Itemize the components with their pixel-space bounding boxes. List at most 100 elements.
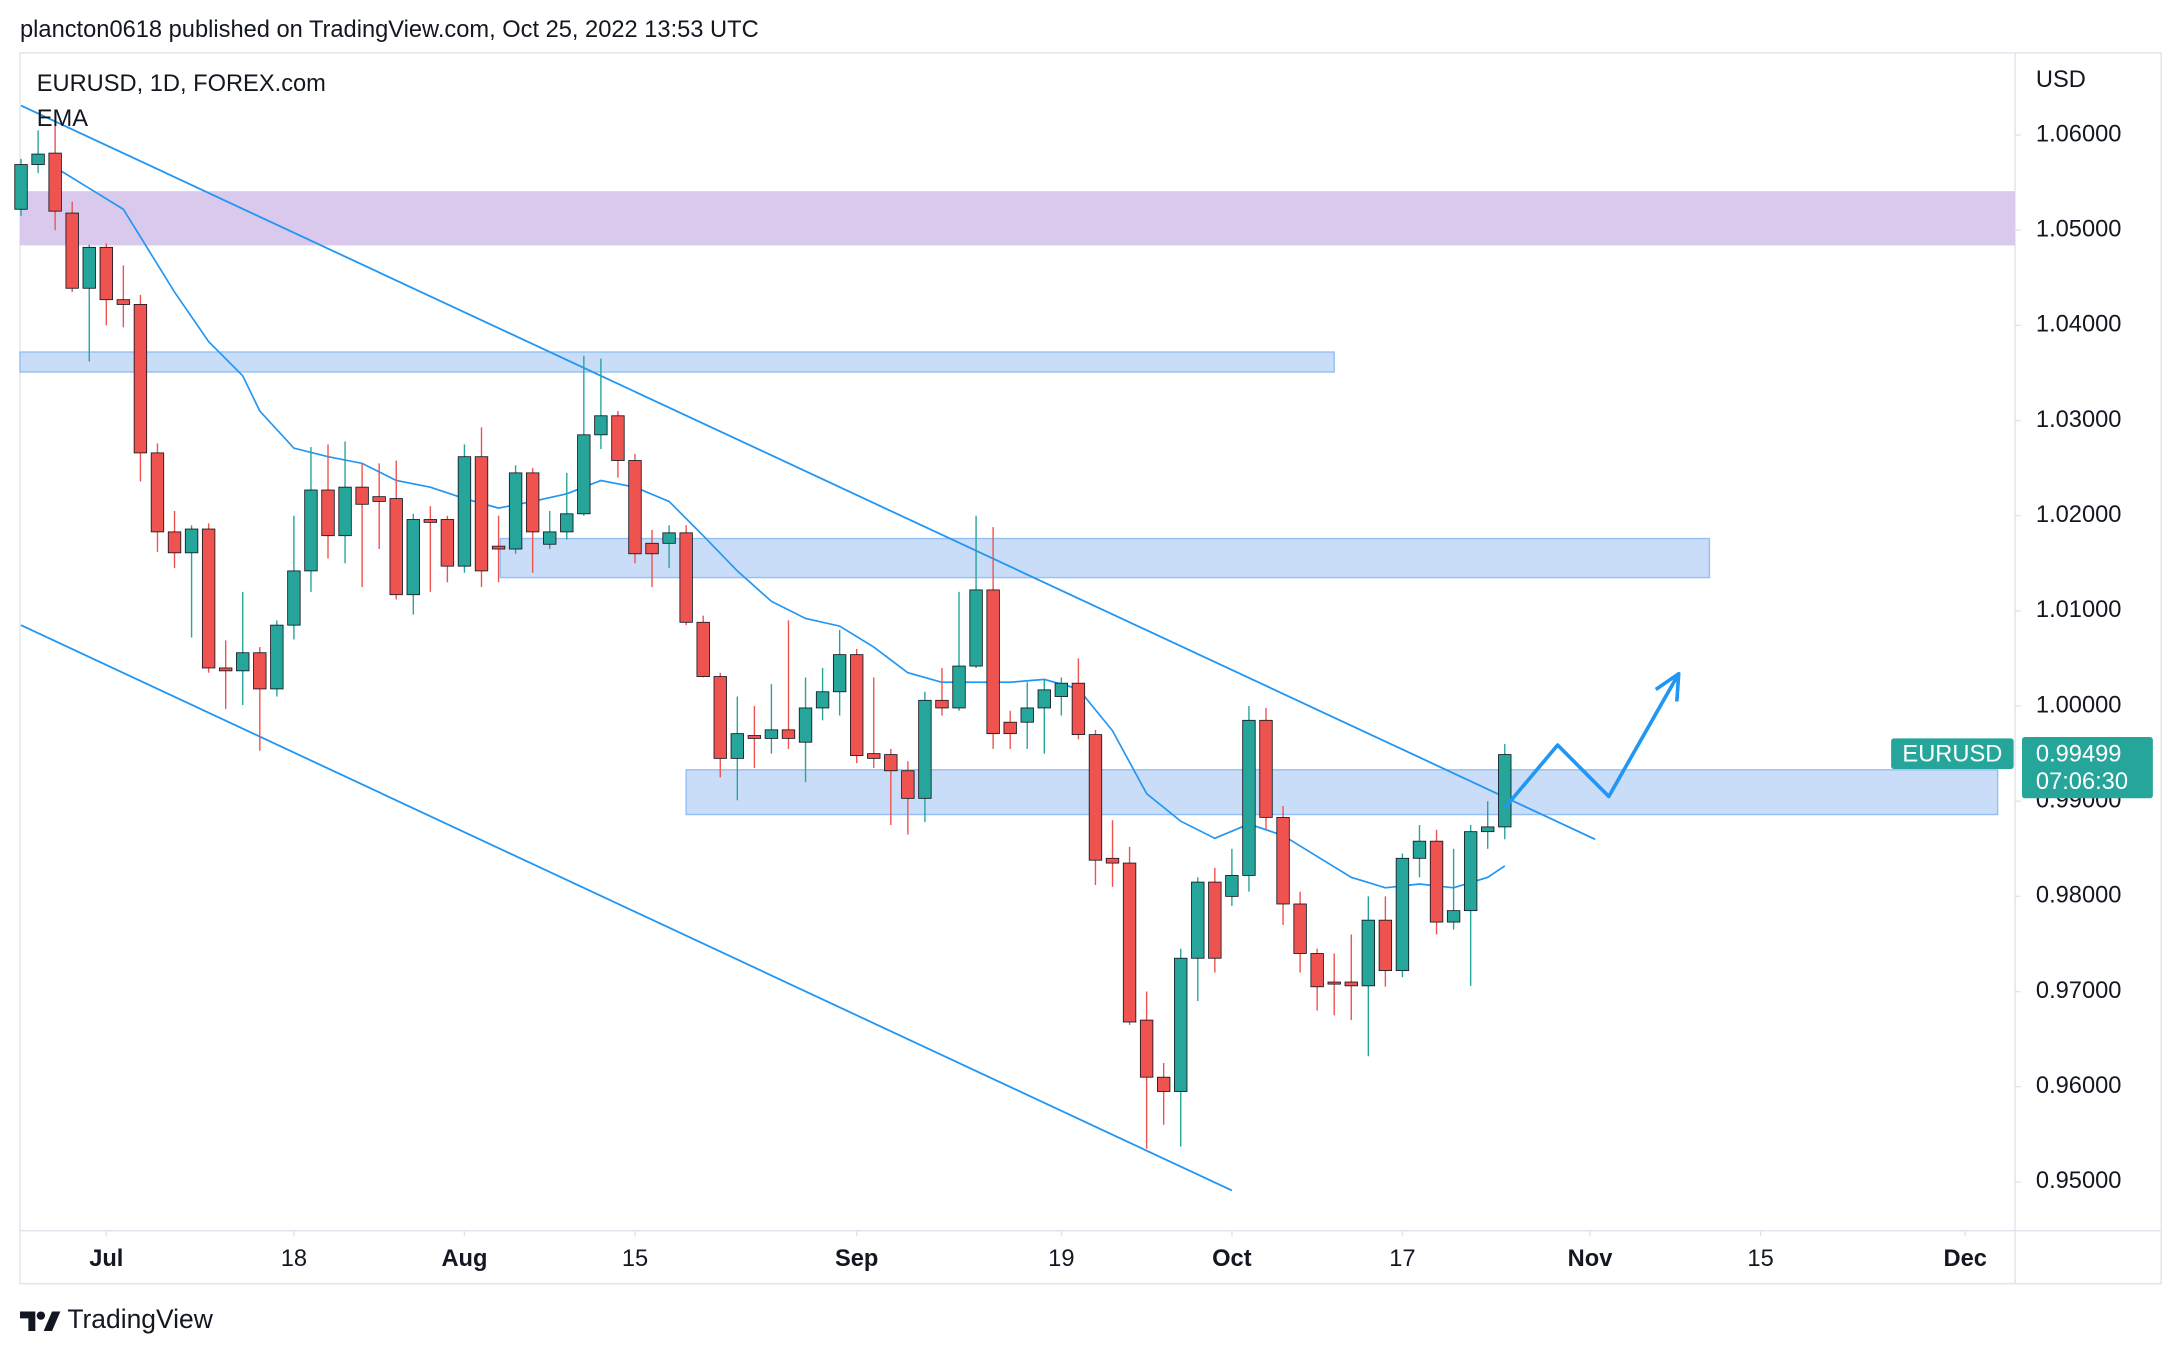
x-tick-label: Jul	[89, 1246, 123, 1272]
candle-body	[1054, 682, 1069, 697]
trend-line	[20, 104, 1596, 841]
candle-body	[969, 589, 983, 667]
x-tick-label: 18	[281, 1246, 307, 1272]
y-tick-label: 1.03000	[2036, 407, 2122, 433]
y-tick-label: 1.00000	[2036, 692, 2122, 718]
candle-body	[1139, 1019, 1154, 1078]
last-price-label: 0.99499	[2036, 741, 2122, 767]
candle-body	[440, 519, 455, 567]
candle-body	[31, 153, 45, 165]
candle-body	[474, 456, 489, 572]
y-tick-label: 1.06000	[2036, 121, 2122, 147]
indicator-label: EMA	[37, 106, 88, 132]
candle-body	[1156, 1076, 1171, 1092]
y-tick-label: 0.97000	[2036, 978, 2122, 1004]
last-price-countdown: 07:06:30	[2036, 769, 2128, 795]
candle-body	[730, 733, 744, 759]
candle-body	[1293, 903, 1307, 954]
y-tick-label: 1.04000	[2036, 312, 2122, 338]
candle-body	[133, 304, 148, 454]
zone	[685, 769, 1999, 816]
candle-body	[14, 164, 28, 210]
projection-arrowhead	[1654, 671, 1681, 702]
candle-body	[952, 665, 966, 709]
candle-body	[645, 542, 659, 555]
candle-body	[1020, 707, 1034, 723]
candle-body	[850, 654, 864, 756]
x-tick-label: 19	[1048, 1246, 1074, 1272]
tv-logo	[20, 1311, 61, 1331]
candle-body	[747, 735, 762, 739]
candle-body	[389, 498, 403, 596]
candle-body	[1259, 719, 1273, 818]
x-tick-label: Sep	[835, 1246, 878, 1272]
pane-border	[19, 52, 2162, 1285]
logo-mark	[20, 1311, 36, 1331]
candle-body	[1429, 840, 1444, 923]
candle-body	[304, 489, 318, 572]
candle-body	[321, 489, 335, 537]
candle-body	[594, 415, 608, 436]
candle-body	[867, 753, 881, 759]
candle-body	[543, 531, 557, 545]
candle-body	[1225, 875, 1239, 897]
candle-body	[1327, 981, 1341, 985]
candle-body	[1003, 721, 1017, 735]
candle-body	[815, 691, 830, 709]
candle-body	[986, 589, 1000, 735]
candle-body	[764, 729, 779, 739]
last-price-box	[2021, 737, 2153, 799]
candle-body	[1037, 689, 1051, 709]
y-tick-label: 0.96000	[2036, 1073, 2122, 1099]
candle-body	[696, 621, 710, 677]
candle-body	[781, 729, 796, 739]
y-tick-label: 1.05000	[2036, 216, 2122, 242]
candle-body	[1071, 682, 1086, 736]
projection-path	[1503, 672, 1681, 810]
candle-body	[1122, 862, 1137, 1023]
candle-body	[798, 707, 813, 743]
candle-body	[918, 699, 932, 799]
last-price-name: EURUSD	[1902, 741, 2002, 767]
candle-body	[901, 770, 915, 799]
plot-area	[14, 104, 2016, 1192]
candle-body	[184, 528, 199, 554]
candle-body	[1481, 826, 1495, 833]
logo-mark	[43, 1311, 61, 1331]
candle-body	[884, 754, 898, 772]
x-tick-label: 15	[1747, 1246, 1773, 1272]
candle-body	[491, 545, 506, 550]
candle-body	[1395, 857, 1410, 972]
zone	[20, 191, 2016, 246]
candle-body	[1446, 910, 1461, 923]
candle-body	[935, 699, 949, 709]
candle-body	[457, 456, 472, 567]
candle-body	[560, 513, 574, 533]
candle-body	[1105, 857, 1120, 864]
candle-body	[1463, 831, 1478, 912]
candle-body	[338, 486, 352, 537]
candle-body	[1361, 919, 1376, 987]
ema-line	[54, 166, 1506, 889]
candle-body	[713, 676, 727, 759]
candle-body	[372, 496, 386, 502]
candle-body	[65, 212, 79, 289]
candle-body	[525, 472, 540, 533]
x-tick-label: 15	[622, 1246, 648, 1272]
candle-body	[150, 452, 165, 533]
candle-body	[270, 624, 284, 690]
y-tick-label: 1.02000	[2036, 502, 2122, 528]
candle-body	[1174, 957, 1188, 1092]
candle-body	[287, 570, 301, 626]
x-tick-label: Aug	[441, 1246, 487, 1272]
candle-body	[1088, 734, 1103, 861]
x-tick-label: Nov	[1568, 1246, 1614, 1272]
candle-body	[1378, 919, 1393, 972]
x-tick-label: Dec	[1944, 1246, 1987, 1272]
logo-dot	[36, 1311, 46, 1320]
y-tick-label: 1.01000	[2036, 597, 2122, 623]
candle-body	[1344, 981, 1358, 987]
candle-body	[219, 667, 233, 672]
candle-body	[99, 246, 113, 301]
